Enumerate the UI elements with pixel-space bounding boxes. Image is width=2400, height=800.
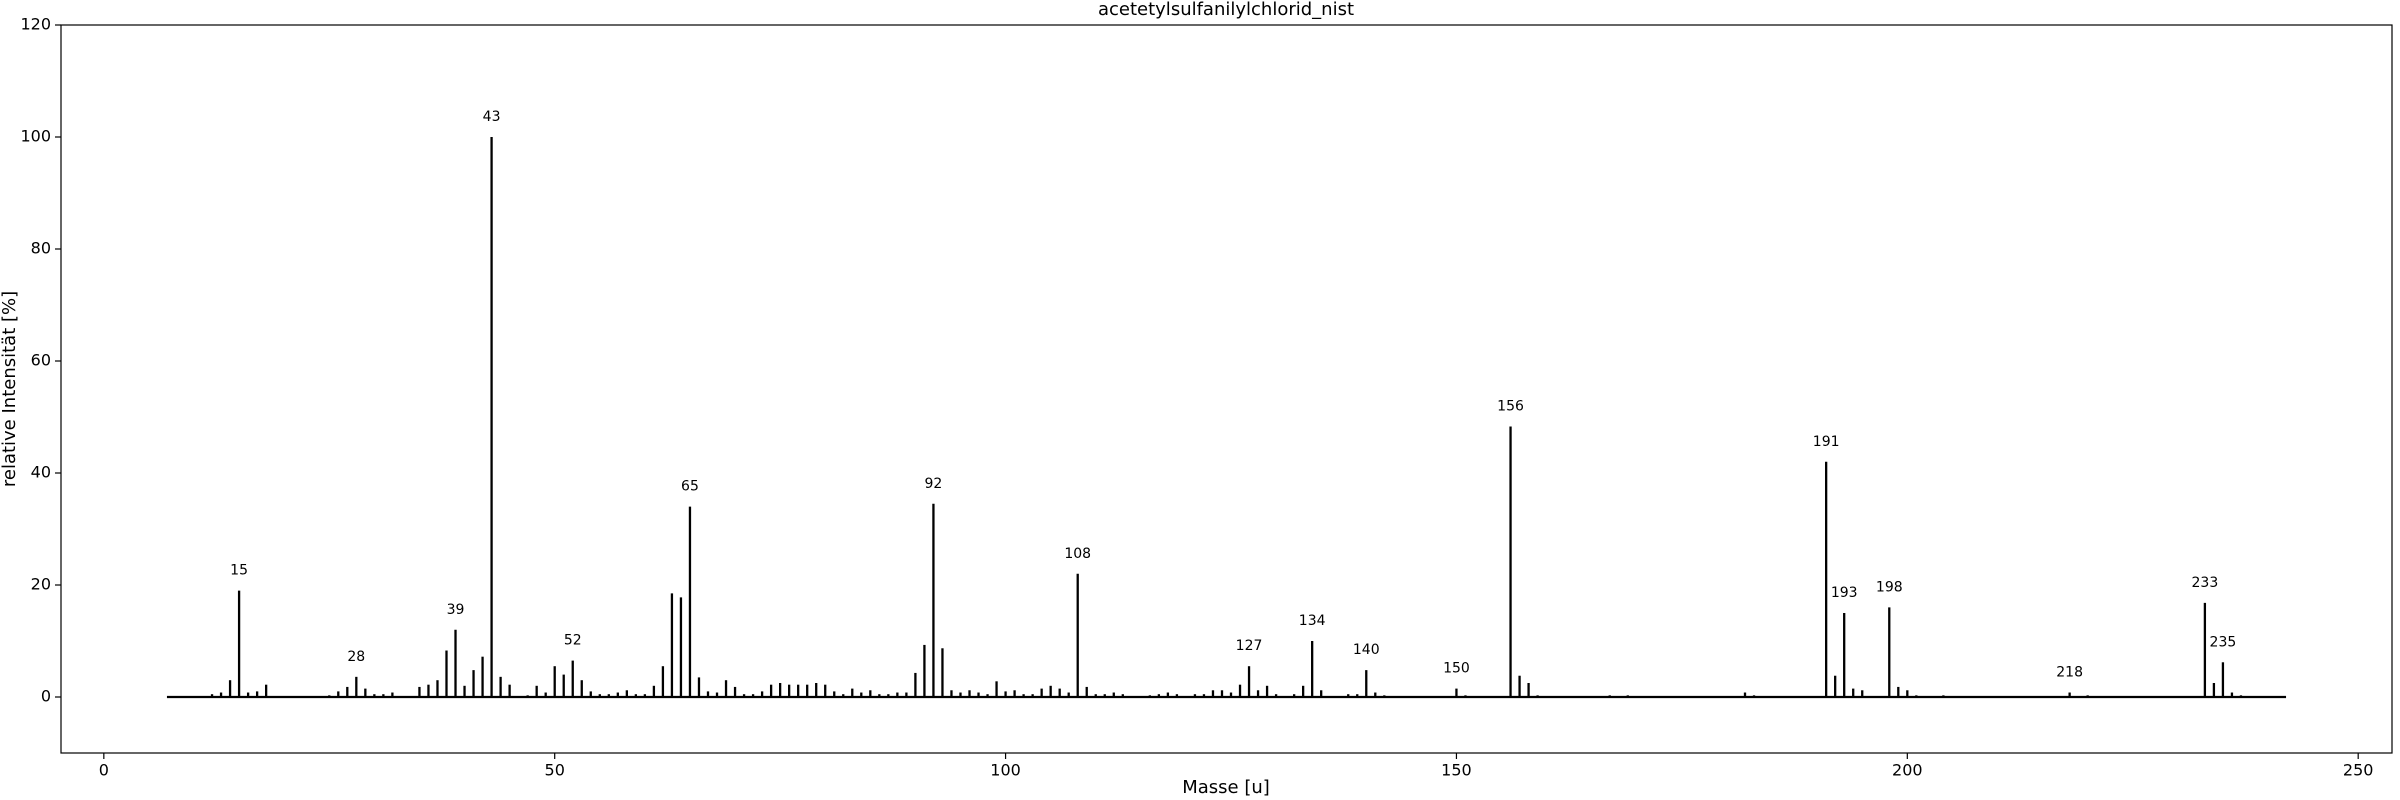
x-tick-label: 50 [545,761,565,780]
peak-label: 150 [1443,661,1470,677]
x-axis-label: Masse [u] [1182,777,1270,798]
y-axis-label: relative Intensität [%] [0,291,20,487]
x-tick-label: 100 [990,761,1021,780]
y-tick-label: 80 [31,239,51,258]
chart-title: acetetylsulfanilylchlorid_nist [1098,0,1354,20]
y-tick-label: 100 [20,127,51,146]
peak-label: 39 [447,602,465,618]
y-tick-label: 20 [31,575,51,594]
peak-label: 28 [347,649,365,665]
y-tick-label: 120 [20,15,51,34]
x-tick-label: 150 [1441,761,1472,780]
peak-label: 65 [681,479,699,495]
peak-label: 43 [483,109,501,125]
peak-label: 140 [1353,642,1380,658]
x-tick-label: 250 [2343,761,2374,780]
peak-label: 193 [1831,585,1858,601]
y-tick-label: 60 [31,351,51,370]
y-tick-label: 0 [41,687,51,706]
peak-label: 156 [1497,399,1524,415]
peak-label: 127 [1236,638,1263,654]
y-tick-label: 40 [31,463,51,482]
peak-label: 198 [1876,579,1903,595]
x-tick-label: 200 [1892,761,1923,780]
peak-label: 191 [1813,434,1840,450]
peak-label: 108 [1064,546,1091,562]
x-tick-label: 0 [99,761,109,780]
peak-label: 15 [230,563,248,579]
peak-label: 235 [2210,634,2237,650]
plot-frame [60,24,2393,754]
peak-label: 134 [1299,613,1326,629]
peak-label: 52 [564,633,582,649]
peak-label: 233 [2192,575,2219,591]
peak-label: 92 [925,476,943,492]
peak-label: 218 [2056,665,2083,681]
